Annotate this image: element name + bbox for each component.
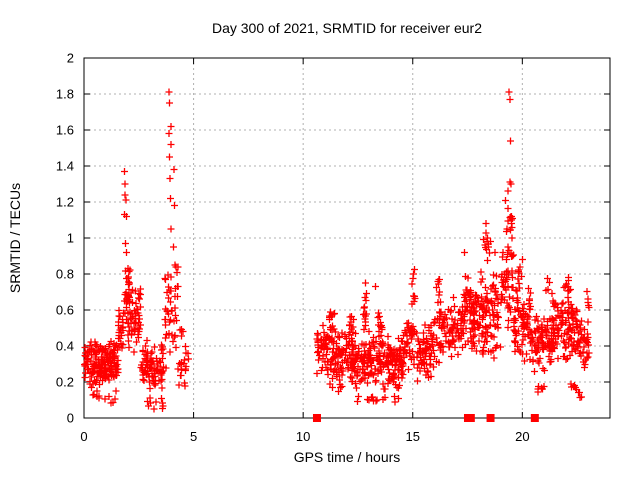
- gridlines: [84, 58, 610, 418]
- data-points: [81, 88, 593, 413]
- y-tick-label: 2: [67, 51, 74, 66]
- y-tick-label: 0.6: [56, 303, 74, 318]
- y-tick-labels: 0 0.2 0.4 0.6 0.8 1 1.2 1.4 1.6 1.8 2: [56, 51, 74, 426]
- y-tick-label: 1: [67, 231, 74, 246]
- y-tick-label: 0.4: [56, 339, 74, 354]
- x-tick-label: 0: [80, 429, 87, 444]
- x-tick-label: 20: [515, 429, 529, 444]
- y-tick-label: 1.8: [56, 87, 74, 102]
- y-tick-label: 1.2: [56, 195, 74, 210]
- x-axis-label: GPS time / hours: [294, 449, 401, 465]
- x-tick-labels: 0 5 10 15 20: [80, 429, 529, 444]
- plot-border: [83, 57, 611, 419]
- y-tick-label: 0.8: [56, 267, 74, 282]
- zero-flag-markers: [312, 414, 539, 422]
- x-tick-label: 15: [406, 429, 420, 444]
- y-axis-label: SRMTID / TECUs: [7, 183, 23, 293]
- y-tick-label: 1.4: [56, 159, 74, 174]
- x-tick-label: 5: [190, 429, 197, 444]
- x-tick-label: 10: [296, 429, 310, 444]
- y-tick-label: 1.6: [56, 123, 74, 138]
- y-tick-label: 0.2: [56, 375, 74, 390]
- y-tick-label: 0: [67, 411, 74, 426]
- chart-title: Day 300 of 2021, SRMTID for receiver eur…: [212, 20, 482, 36]
